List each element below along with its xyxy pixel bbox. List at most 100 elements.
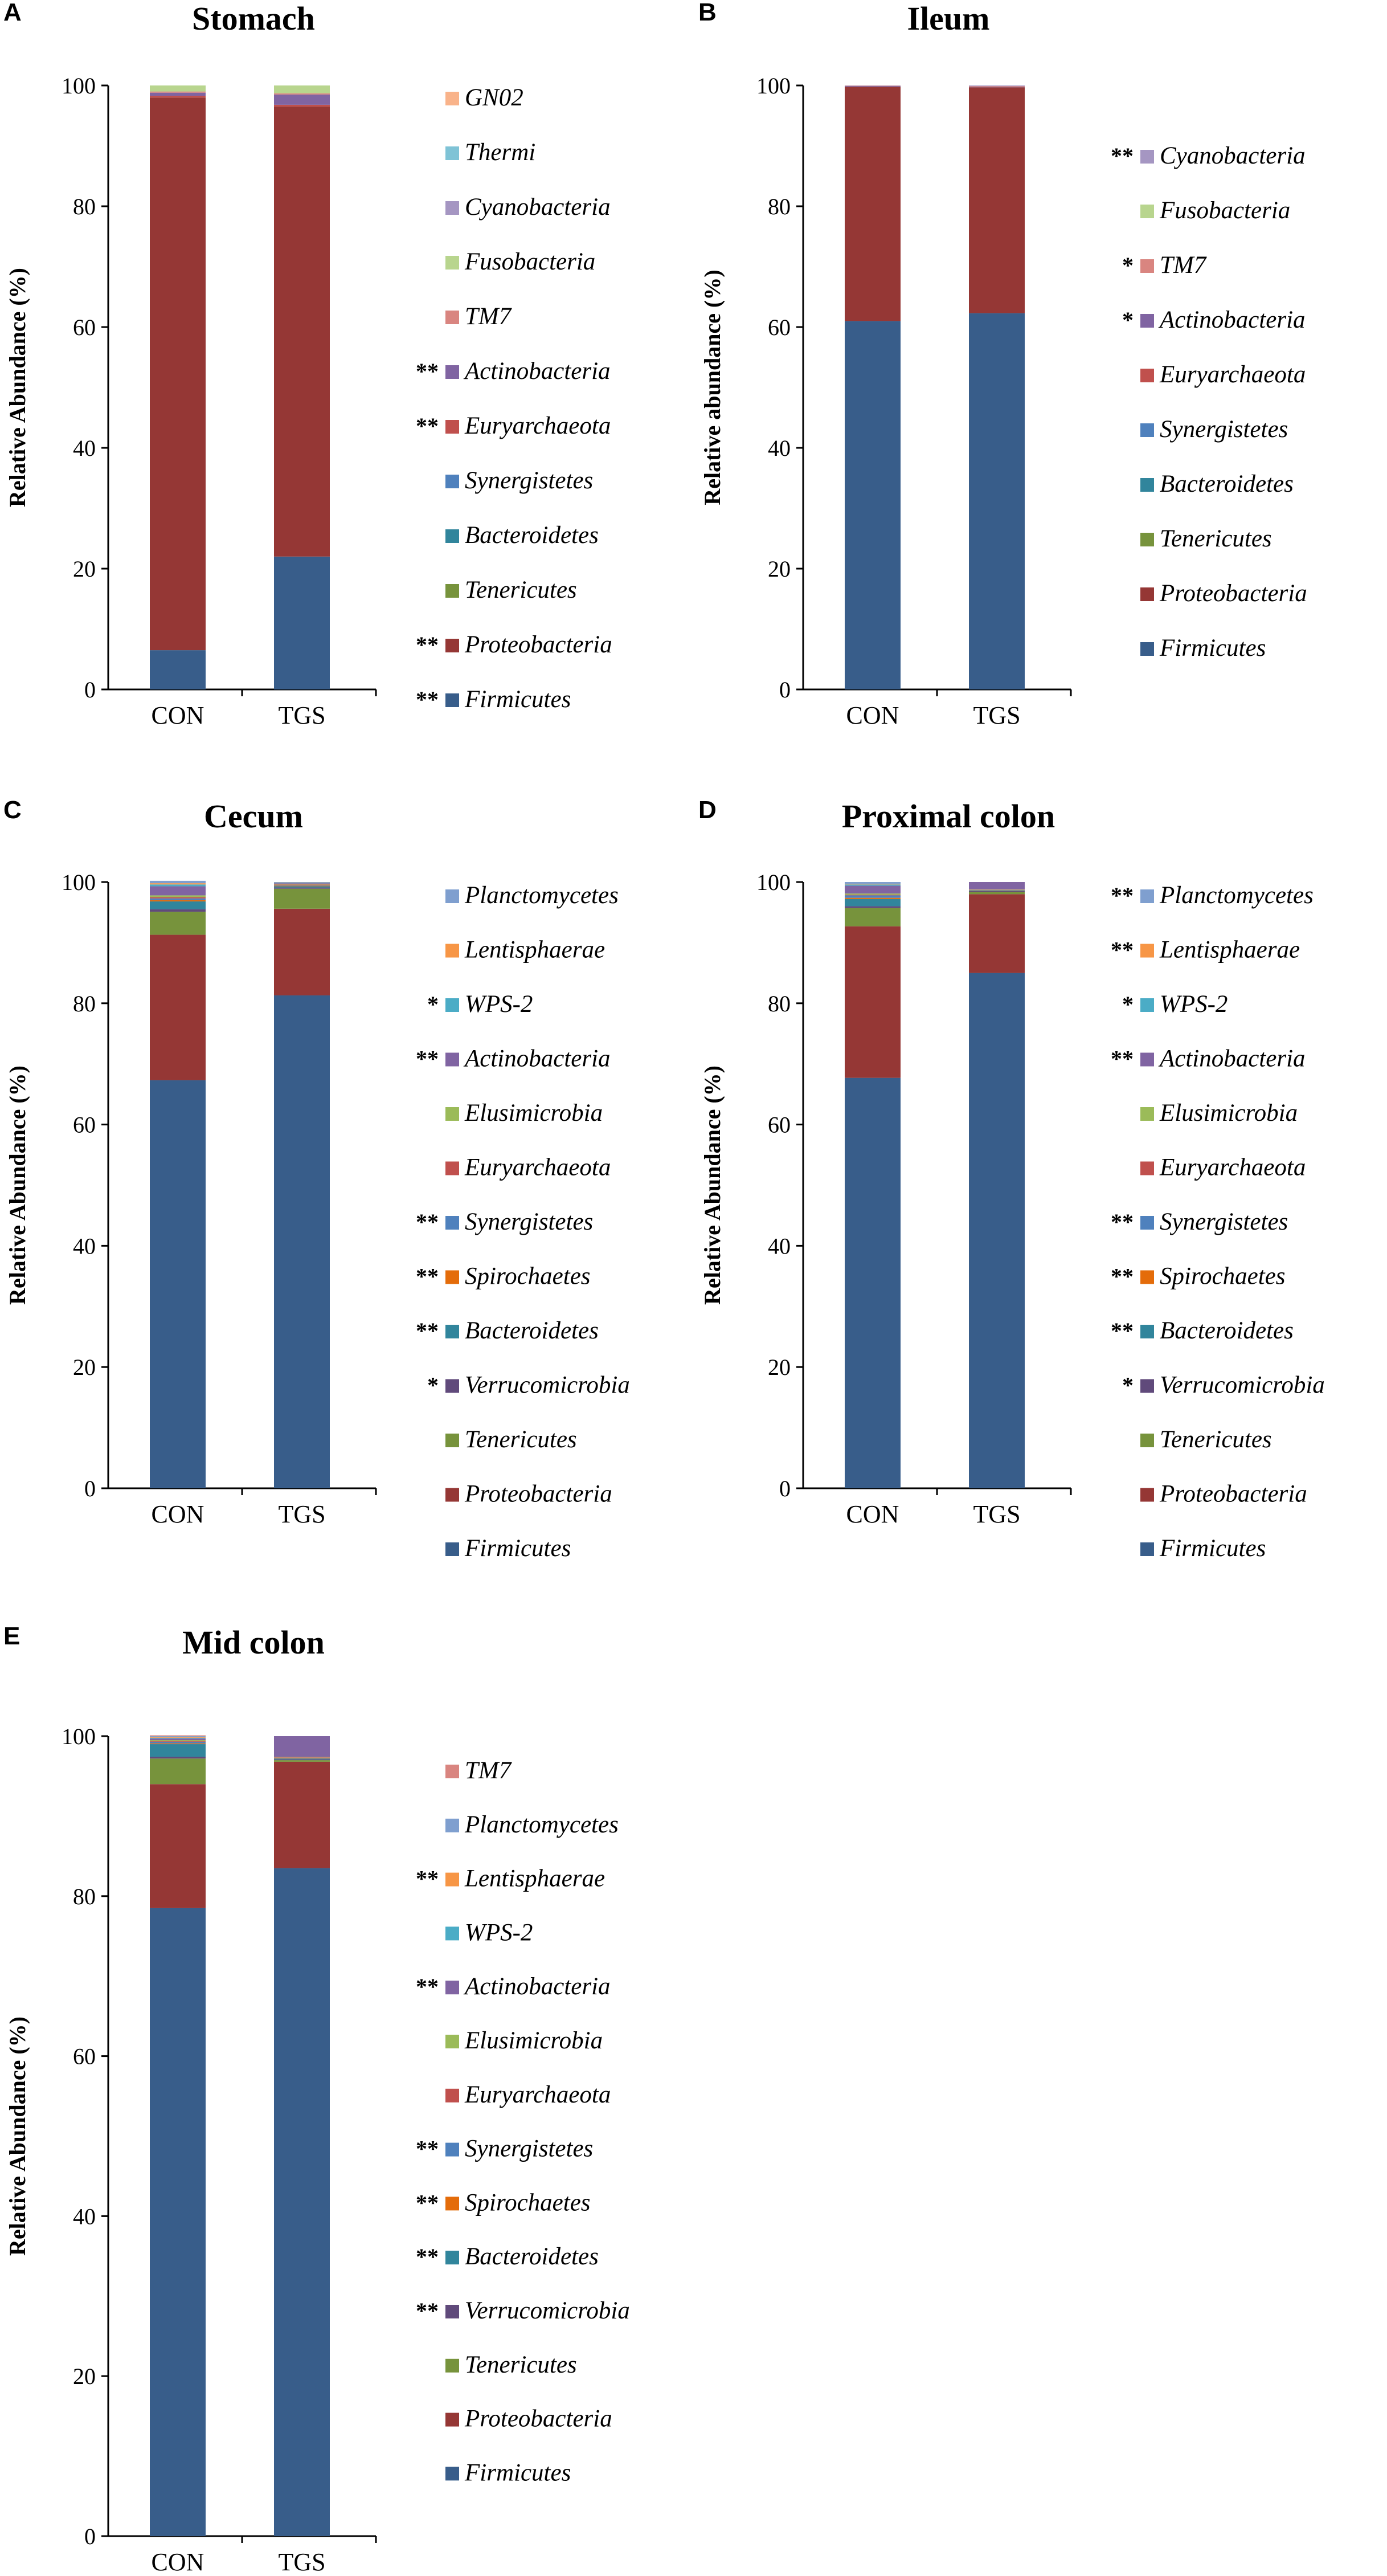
panel-letter: B bbox=[698, 0, 717, 26]
bar-segment-tgs-euryarchaeota bbox=[274, 104, 330, 107]
y-tick-label: 20 bbox=[73, 556, 96, 582]
y-tick-label: 80 bbox=[73, 1884, 96, 1909]
bar-segment-tgs-tm7 bbox=[969, 86, 1025, 87]
bar-segment-con-elusimicrobia bbox=[845, 893, 901, 895]
legend-swatch-planctomycetes bbox=[445, 889, 459, 903]
y-tick-label: 60 bbox=[73, 1112, 96, 1138]
legend-swatch-synergistetes bbox=[445, 1216, 459, 1230]
bar-segment-con-proteobacteria bbox=[150, 934, 206, 1080]
y-axis-label: Relative abundance (%) bbox=[699, 270, 725, 505]
legend-swatch-actinobacteria bbox=[445, 365, 459, 379]
legend-label-synergistetes: Synergistetes bbox=[1160, 416, 1288, 443]
y-tick-label: 0 bbox=[779, 677, 791, 703]
legend-label-spirochaetes: Spirochaetes bbox=[1160, 1263, 1286, 1290]
x-tick-label-con: CON bbox=[846, 1500, 899, 1528]
bar-segment-tgs-firmicutes bbox=[274, 995, 330, 1488]
y-tick-label: 80 bbox=[73, 194, 96, 219]
legend-swatch-proteobacteria bbox=[1140, 587, 1154, 601]
x-tick-label-con: CON bbox=[846, 701, 899, 729]
legend-swatch-firmicutes bbox=[445, 2467, 459, 2481]
y-tick-label: 100 bbox=[756, 869, 791, 895]
legend-label-tm7: TM7 bbox=[1160, 252, 1207, 279]
significance-marker-spirochaetes: ** bbox=[1111, 1264, 1134, 1289]
legend-label-planctomycetes: Planctomycetes bbox=[1159, 882, 1314, 909]
bar-segment-con-firmicutes bbox=[845, 321, 901, 689]
legend-swatch-cyanobacteria bbox=[1140, 150, 1154, 164]
significance-marker-planctomycetes: ** bbox=[1111, 883, 1134, 908]
legend-label-actinobacteria: Actinobacteria bbox=[1158, 1046, 1306, 1072]
y-tick-label: 0 bbox=[779, 1476, 791, 1501]
chart-cecum: C Cecum Relative Abundance (%) 0 20 40 60 80 100… bbox=[3, 796, 630, 1562]
bar-segment-tgs-tenericutes bbox=[274, 888, 330, 909]
legend-swatch-verrucomicrobia bbox=[445, 2305, 459, 2318]
legend-label-proteobacteria: Proteobacteria bbox=[464, 1481, 612, 1508]
bar-segment-tgs-proteobacteria bbox=[274, 107, 330, 557]
significance-marker-verrucomicrobia: * bbox=[427, 1373, 439, 1398]
bar-segment-tgs-elusimicrobia bbox=[969, 889, 1025, 890]
panel-letter: C bbox=[3, 796, 22, 824]
legend-swatch-synergistetes bbox=[1140, 1216, 1154, 1230]
bar-segment-tgs-proteobacteria bbox=[969, 894, 1025, 973]
legend-swatch-tm7 bbox=[445, 311, 459, 324]
bar-segment-tgs-verrucomicrobia bbox=[274, 1759, 330, 1761]
bar-segment-tgs-planctomycetes bbox=[274, 882, 330, 883]
legend-label-euryarchaeota: Euryarchaeota bbox=[464, 2081, 611, 2108]
y-tick-label: 80 bbox=[768, 194, 791, 219]
significance-marker-lentisphaerae: ** bbox=[1111, 937, 1134, 963]
bar-segment-tgs-spirochaetes bbox=[274, 1758, 330, 1759]
legend-swatch-bacteroidetes bbox=[445, 529, 459, 543]
bar-segment-con-tm7 bbox=[150, 91, 206, 93]
legend-swatch-actinobacteria bbox=[1140, 314, 1154, 328]
bar-segment-con-firmicutes bbox=[150, 1080, 206, 1488]
legend-label-proteobacteria: Proteobacteria bbox=[464, 2406, 612, 2432]
bar-segment-con-actinobacteria bbox=[150, 92, 206, 96]
significance-marker-actinobacteria: ** bbox=[1111, 1046, 1134, 1072]
legend-label-proteobacteria: Proteobacteria bbox=[1159, 1481, 1307, 1508]
chart-stomach: A Stomach Relative Abundance (%) 0 20 40 60 80 1… bbox=[3, 0, 612, 729]
legend-label-lentisphaerae: Lentisphaerae bbox=[1159, 937, 1300, 964]
legend-label-wps-2: WPS-2 bbox=[465, 1919, 533, 1946]
bar-segment-tgs-firmicutes bbox=[969, 313, 1025, 689]
bar-segment-con-tenericutes bbox=[150, 912, 206, 935]
bar-segment-con-verrucomicrobia bbox=[150, 1757, 206, 1759]
y-tick-label: 40 bbox=[73, 2203, 96, 2229]
legend-swatch-wps-2 bbox=[1140, 998, 1154, 1012]
legend-label-actinobacteria: Actinobacteria bbox=[463, 1973, 611, 2000]
significance-marker-verrucomicrobia: ** bbox=[416, 2298, 439, 2324]
bar-segment-con-tenericutes bbox=[150, 1758, 206, 1785]
legend-label-firmicutes: Firmicutes bbox=[1159, 635, 1266, 662]
bar-segment-tgs-tm7 bbox=[274, 93, 330, 95]
legend-swatch-elusimicrobia bbox=[1140, 1107, 1154, 1121]
legend-label-euryarchaeota: Euryarchaeota bbox=[1159, 1154, 1306, 1181]
bar-segment-tgs-cyanobacteria bbox=[969, 85, 1025, 87]
bar-segment-tgs-spirochaetes bbox=[969, 890, 1025, 891]
legend-swatch-firmicutes bbox=[1140, 642, 1154, 656]
bar-segment-tgs-synergistetes bbox=[969, 889, 1025, 891]
legend-swatch-cyanobacteria bbox=[445, 201, 459, 215]
significance-marker-wps-2: * bbox=[427, 991, 439, 1017]
legend-swatch-proteobacteria bbox=[445, 639, 459, 652]
legend-label-spirochaetes: Spirochaetes bbox=[465, 2189, 591, 2216]
significance-marker-actinobacteria: ** bbox=[416, 1974, 439, 1999]
y-tick-label: 40 bbox=[768, 1233, 791, 1259]
legend-swatch-actinobacteria bbox=[1140, 1052, 1154, 1067]
y-tick-label: 100 bbox=[756, 73, 791, 99]
chart-ileum: B Ileum Relative abundance (%) 0 20 40 60 80 100… bbox=[698, 0, 1307, 729]
significance-marker-actinobacteria: * bbox=[1122, 307, 1134, 333]
panel-ileum: B Ileum Relative abundance (%) 0 20 40 60 80 100… bbox=[695, 0, 1384, 855]
legend-label-bacteroidetes: Bacteroidetes bbox=[465, 1317, 599, 1344]
significance-marker-actinobacteria: ** bbox=[416, 358, 439, 384]
legend-label-fusobacteria: Fusobacteria bbox=[1159, 197, 1290, 224]
bar-segment-tgs-tenericutes bbox=[969, 892, 1025, 895]
legend-label-euryarchaeota: Euryarchaeota bbox=[464, 1154, 611, 1181]
y-axis-label: Relative Abundance (%) bbox=[5, 2016, 30, 2256]
bar-segment-con-actinobacteria bbox=[150, 1738, 206, 1741]
legend-label-fusobacteria: Fusobacteria bbox=[464, 248, 595, 275]
bar-segment-tgs-proteobacteria bbox=[274, 1761, 330, 1868]
legend-label-proteobacteria: Proteobacteria bbox=[1159, 580, 1307, 607]
legend-swatch-thermi bbox=[445, 146, 459, 160]
bar-segment-con-proteobacteria bbox=[150, 1784, 206, 1908]
legend-swatch-firmicutes bbox=[1140, 1542, 1154, 1556]
legend-swatch-proteobacteria bbox=[445, 1488, 459, 1502]
significance-marker-wps-2: * bbox=[1122, 991, 1134, 1017]
